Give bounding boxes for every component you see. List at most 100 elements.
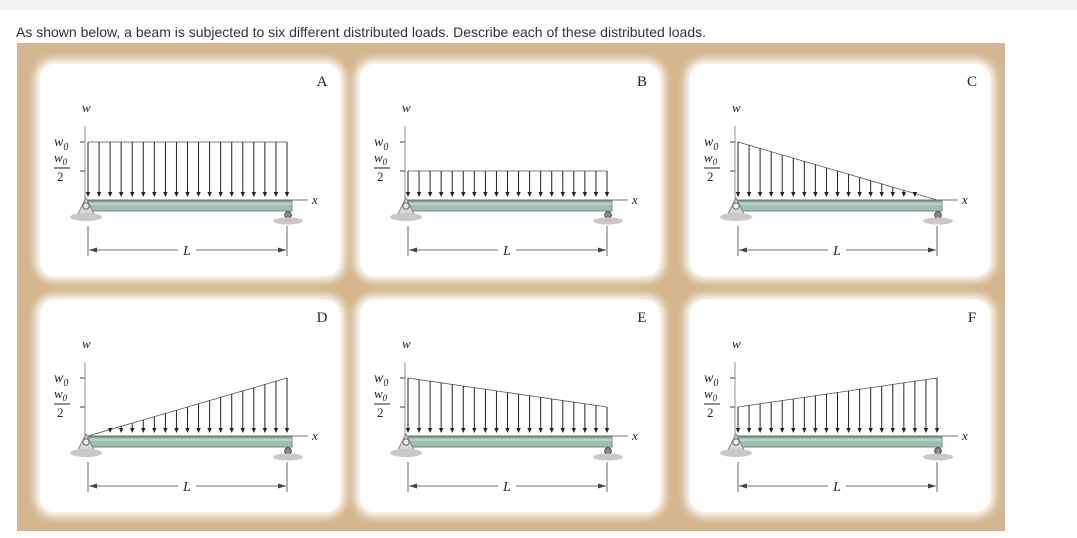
- load-arrow-head: [494, 428, 499, 433]
- roller: [934, 447, 942, 455]
- load-arrow-head: [538, 428, 543, 433]
- load-arrow-head: [735, 192, 741, 197]
- load-arrow-head: [571, 428, 577, 433]
- load-arrow-head: [416, 192, 422, 197]
- load-arrow-head: [152, 428, 157, 433]
- roller-ground: [923, 453, 953, 461]
- load-arrow-head: [207, 192, 212, 197]
- load-arrow-head: [846, 428, 851, 433]
- dim-arrow-left: [739, 247, 747, 253]
- dim-arrow-right: [928, 483, 936, 489]
- load-arrow-head: [273, 192, 279, 197]
- load-arrow-head: [130, 192, 135, 197]
- load-arrow-head: [273, 428, 279, 433]
- load-arrow-head: [746, 192, 752, 197]
- load-arrow-head: [472, 192, 477, 197]
- half-denominator: 2: [57, 405, 64, 420]
- load-arrow-head: [824, 192, 829, 197]
- x-axis-label: x: [631, 428, 638, 443]
- pin-ground: [720, 449, 752, 457]
- load-arrow-head: [163, 428, 168, 433]
- load-arrow-head: [284, 428, 290, 433]
- load-arrow-head: [813, 192, 818, 197]
- load-arrow-head: [912, 192, 918, 197]
- load-arrow-head: [262, 192, 268, 197]
- half-denominator: 2: [707, 169, 714, 184]
- roller: [604, 211, 612, 219]
- load-arrow-head: [768, 192, 774, 197]
- dim-arrow-right: [278, 247, 286, 253]
- load-arrow-head: [593, 428, 599, 433]
- panel-letter: F: [968, 310, 976, 326]
- load-arrow-head: [582, 428, 588, 433]
- load-arrow-head: [857, 428, 862, 433]
- load-arrow-head: [857, 192, 862, 197]
- load-arrow-head: [196, 192, 201, 197]
- load-arrow-head: [549, 192, 554, 197]
- load-arrow-head: [163, 192, 168, 197]
- load-arrow-head: [923, 428, 929, 433]
- load-arrow-head: [240, 428, 245, 433]
- load-arrow-head: [505, 428, 510, 433]
- panel-letter: A: [317, 74, 328, 90]
- roller-ground: [273, 217, 303, 225]
- x-axis-label: x: [311, 428, 318, 443]
- load-arrow-head: [196, 428, 201, 433]
- panel-letter: C: [967, 74, 977, 90]
- load-arrow-head: [262, 428, 268, 433]
- dim-arrow-left: [89, 483, 97, 489]
- load-arrow-head: [746, 428, 752, 433]
- beam: [733, 436, 943, 448]
- load-arrow-head: [107, 192, 113, 197]
- load-arrow-head: [868, 192, 873, 197]
- dim-arrow-right: [278, 483, 286, 489]
- load-arrow-head: [174, 192, 179, 197]
- load-axis-label: w: [732, 100, 741, 115]
- load-arrow-head: [890, 192, 895, 197]
- load-arrow-head: [901, 428, 907, 433]
- load-arrow-head: [85, 192, 91, 197]
- pin: [402, 438, 410, 446]
- pin-ground: [720, 213, 752, 221]
- load-arrow-head: [107, 428, 113, 433]
- load-arrow-head: [141, 192, 146, 197]
- pin-ground: [390, 449, 422, 457]
- half-denominator: 2: [377, 405, 384, 420]
- load-arrow-head: [450, 428, 455, 433]
- load-arrow-head: [846, 192, 851, 197]
- load-arrow-head: [516, 428, 521, 433]
- load-arrow-head: [802, 428, 807, 433]
- load-arrow-head: [185, 428, 190, 433]
- load-arrow-head: [185, 192, 190, 197]
- roller-ground: [923, 217, 953, 225]
- load-arrow-head: [824, 428, 829, 433]
- dim-arrow-left: [409, 483, 417, 489]
- load-arrow-head: [768, 428, 774, 433]
- pin: [732, 202, 740, 210]
- pin: [402, 202, 410, 210]
- pin: [732, 438, 740, 446]
- beam: [403, 200, 613, 212]
- load-arrow-head: [582, 192, 588, 197]
- load-arrow-head: [879, 428, 884, 433]
- load-arrow-head: [538, 192, 543, 197]
- load-arrow-head: [890, 428, 895, 433]
- load-arrow-head: [483, 192, 488, 197]
- pin-ground: [70, 213, 102, 221]
- load-arrow-head: [229, 192, 234, 197]
- load-arrow-head: [284, 192, 290, 197]
- load-arrow-head: [560, 192, 565, 197]
- dim-arrow-right: [928, 247, 936, 253]
- load-arrow-head: [934, 428, 940, 433]
- load-arrow-head: [483, 428, 488, 433]
- x-axis-label: x: [631, 192, 638, 207]
- length-label: L: [832, 480, 841, 495]
- load-arrow-head: [735, 428, 741, 433]
